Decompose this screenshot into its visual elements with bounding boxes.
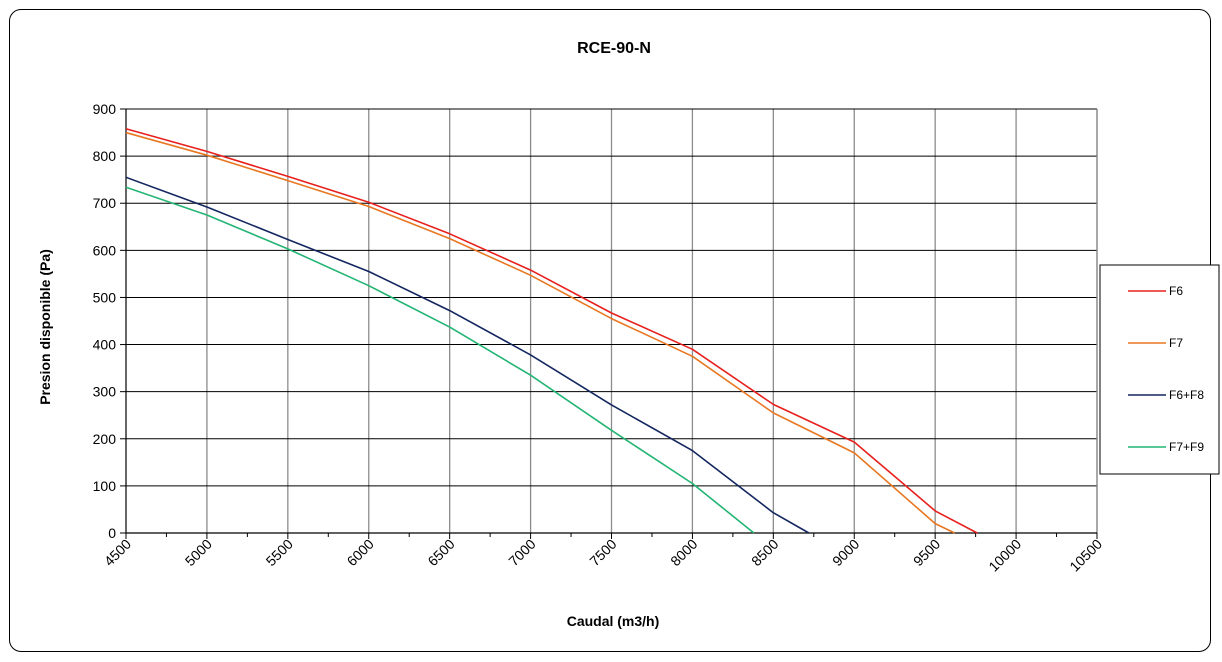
chart-frame: [9, 9, 1211, 652]
y-tick-label: 800: [93, 148, 117, 164]
chart-grid: [126, 108, 1098, 534]
chart-ticks: 0 100 200 300 400 500 600 700 800 900 4500 5000 5500…: [93, 101, 1106, 575]
y-tick-label: 300: [93, 384, 117, 400]
x-tick-label: 7000: [505, 536, 538, 569]
x-tick-label: 5000: [182, 536, 215, 569]
y-tick-label: 900: [93, 101, 117, 117]
x-tick-label: 10500: [1066, 536, 1105, 575]
legend-label-f6-plus-f8: F6+F8: [1169, 388, 1204, 402]
chart-series: [125, 128, 978, 534]
x-tick-label: 6000: [344, 536, 377, 569]
y-axis-label: Presion disponible (Pa): [37, 249, 53, 405]
y-tick-label: 0: [108, 525, 116, 541]
legend-label-f6: F6: [1169, 284, 1183, 298]
series-line-f6-plus-f8: [125, 176, 810, 534]
x-tick-label: 8000: [667, 536, 700, 569]
x-tick-label: 10000: [985, 536, 1024, 575]
chart-title: RCE-90-N: [577, 40, 651, 57]
series-line-f7-plus-f9: [125, 186, 755, 534]
x-tick-label: 9000: [829, 536, 862, 569]
y-tick-label: 400: [93, 337, 117, 353]
y-tick-label: 500: [93, 289, 117, 305]
y-tick-label: 700: [93, 195, 117, 211]
legend-label-f7-plus-f9: F7+F9: [1169, 440, 1204, 454]
series-line-f6: [125, 128, 978, 534]
series-line-f7: [125, 131, 955, 534]
x-tick-label: 8500: [748, 536, 781, 569]
y-tick-label: 200: [93, 431, 117, 447]
x-tick-label: 6500: [424, 536, 457, 569]
x-axis-label: Caudal (m3/h): [567, 613, 660, 629]
legend-box: [1099, 264, 1220, 475]
x-tick-label: 7500: [586, 536, 619, 569]
legend-label-f7: F7: [1169, 336, 1183, 350]
x-tick-label: 9500: [910, 536, 943, 569]
x-tick-label: 5500: [263, 536, 296, 569]
x-tick-label: 4500: [101, 536, 134, 569]
y-tick-label: 600: [93, 242, 117, 258]
legend: F6 F7 F6+F8 F7+F9: [1099, 264, 1220, 475]
y-tick-label: 100: [93, 478, 117, 494]
